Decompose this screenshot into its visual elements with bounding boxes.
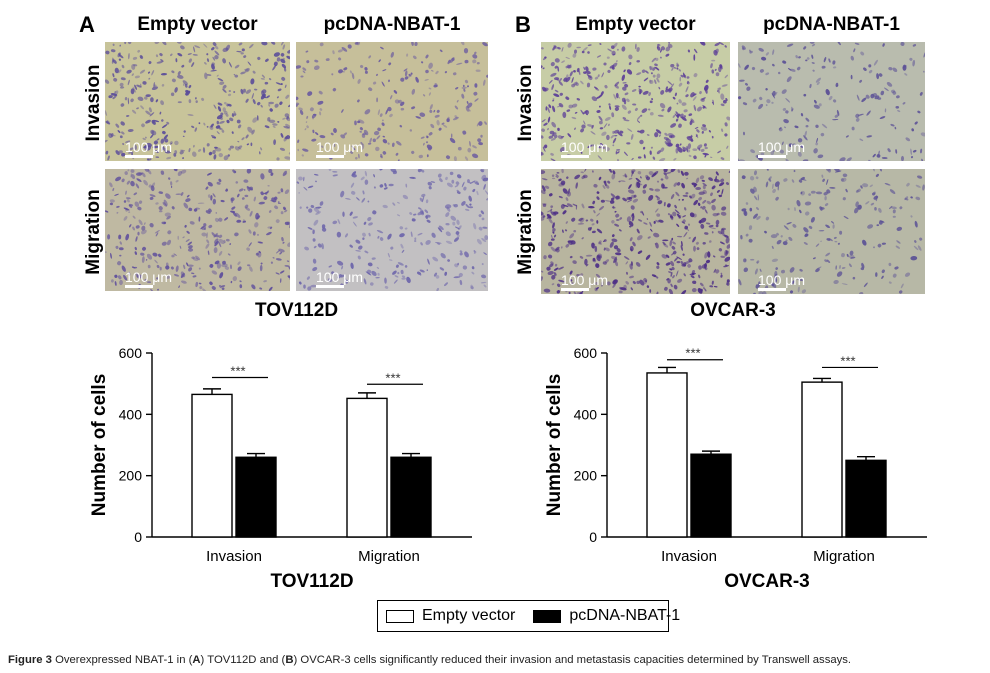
micrograph-a-invasion-empty: 100 μm (105, 42, 290, 161)
scale-bar-label: 100 μm (561, 272, 608, 288)
micrograph-texture (541, 42, 730, 161)
scale-bar-label: 100 μm (316, 139, 363, 155)
significance-label: *** (230, 364, 245, 379)
micrograph-b-invasion-nbat: 100 μm (738, 42, 925, 161)
scale-bar (758, 288, 786, 291)
y-tick-label: 600 (119, 345, 143, 361)
scale-bar (561, 155, 589, 158)
panel-b-row-label-migration: Migration (515, 189, 536, 275)
panel-a-letter: A (79, 12, 95, 37)
y-axis-label: Number of cells (544, 374, 565, 517)
panel-a-row-label-migration: Migration (83, 189, 104, 275)
y-tick-label: 600 (574, 345, 598, 361)
bar-empty-vector (346, 397, 388, 538)
chart-title: OVCAR-3 (724, 571, 810, 592)
scale-bar (561, 288, 589, 291)
chart-title: TOV112D (270, 571, 353, 592)
x-category-label: Invasion (661, 548, 717, 565)
bar-pcdna-nbat-1 (690, 453, 732, 538)
micrograph-texture (296, 169, 488, 291)
bar-chart-tov112d: 0 200 400 600 Number of cells *** Invasion *** M… (89, 345, 472, 592)
y-tick-label: 200 (119, 468, 143, 484)
legend-label-empty-vector: Empty vector (422, 607, 516, 624)
caption-figure-label: Figure 3 (8, 654, 52, 666)
bar-pcdna-nbat-1 (235, 456, 277, 538)
bar-empty-vector (801, 381, 843, 538)
panel-a-col-header-empty: Empty vector (137, 14, 258, 35)
micrograph-texture (541, 169, 730, 294)
scale-bar-label: 100 μm (125, 269, 172, 285)
panel-b-row-label-invasion: Invasion (515, 64, 536, 142)
micrograph-a-migration-nbat: 100 μm (296, 169, 488, 291)
scale-bar-label: 100 μm (561, 139, 608, 155)
scale-bar-label: 100 μm (758, 139, 805, 155)
legend-item-empty-vector: Empty vector (386, 607, 515, 625)
panel-b-col-header-empty: Empty vector (575, 14, 696, 35)
significance-label: *** (685, 346, 700, 361)
scale-bar (125, 155, 153, 158)
scale-bar-label: 100 μm (316, 269, 363, 285)
scale-bar (758, 155, 786, 158)
scale-bar (125, 285, 153, 288)
micrograph-a-migration-empty: 100 μm (105, 169, 290, 291)
y-tick-label: 400 (574, 406, 598, 422)
y-tick-label: 400 (119, 406, 143, 422)
bar-pcdna-nbat-1 (390, 456, 432, 538)
y-tick-label: 200 (574, 468, 598, 484)
legend-label-nbat: pcDNA-NBAT-1 (569, 607, 681, 624)
panel-a-col-header-nbat: pcDNA-NBAT-1 (323, 14, 461, 35)
panel-b-letter: B (515, 12, 531, 37)
caption-text-2: ) TOV112D and ( (200, 654, 286, 666)
micrograph-texture (738, 42, 925, 161)
bar-chart-ovcar3: 0 200 400 600 Number of cells *** Invasion *** M… (544, 345, 927, 592)
caption-a: A (192, 654, 201, 666)
scale-bar-label: 100 μm (758, 272, 805, 288)
panel-b-cell-line-label: OVCAR-3 (690, 300, 776, 321)
significance-label: *** (385, 370, 400, 385)
x-category-label: Migration (813, 548, 875, 565)
scale-bar (316, 155, 344, 158)
bar-pcdna-nbat-1 (845, 459, 887, 538)
micrograph-b-invasion-empty: 100 μm (541, 42, 730, 161)
caption-text-3: ) OVCAR-3 cells significantly reduced th… (293, 654, 852, 666)
caption-text-1: Overexpressed NBAT-1 in ( (51, 654, 193, 666)
micrograph-texture (296, 42, 488, 161)
panel-a-row-label-invasion: Invasion (83, 64, 104, 142)
significance-label: *** (840, 353, 855, 368)
micrograph-texture (105, 42, 290, 161)
scale-bar (316, 285, 344, 288)
chart-legend: Empty vector pcDNA-NBAT-1 (377, 600, 680, 632)
scale-bar-label: 100 μm (125, 139, 172, 155)
figure-caption: Figure 3 Overexpressed NBAT-1 in (A) TOV… (8, 654, 851, 666)
legend-swatch-empty-vector (386, 609, 414, 623)
micrograph-texture (105, 169, 290, 291)
caption-b: B (285, 654, 294, 666)
bar-empty-vector (191, 393, 233, 538)
bar-empty-vector (646, 372, 688, 538)
micrograph-b-migration-nbat: 100 μm (738, 169, 925, 294)
y-axis-label: Number of cells (89, 374, 110, 517)
micrograph-texture (738, 169, 925, 294)
legend-swatch-nbat (533, 609, 562, 623)
x-category-label: Migration (358, 548, 420, 565)
panel-a-cell-line-label: TOV112D (254, 300, 339, 321)
x-category-label: Invasion (206, 548, 262, 565)
micrograph-a-invasion-nbat: 100 μm (296, 42, 488, 161)
panel-b-col-header-nbat: pcDNA-NBAT-1 (763, 14, 900, 35)
y-tick-label: 0 (134, 529, 142, 545)
micrograph-b-migration-empty: 100 μm (541, 169, 730, 294)
y-tick-label: 0 (589, 529, 597, 545)
legend-item-nbat: pcDNA-NBAT-1 (533, 607, 680, 625)
